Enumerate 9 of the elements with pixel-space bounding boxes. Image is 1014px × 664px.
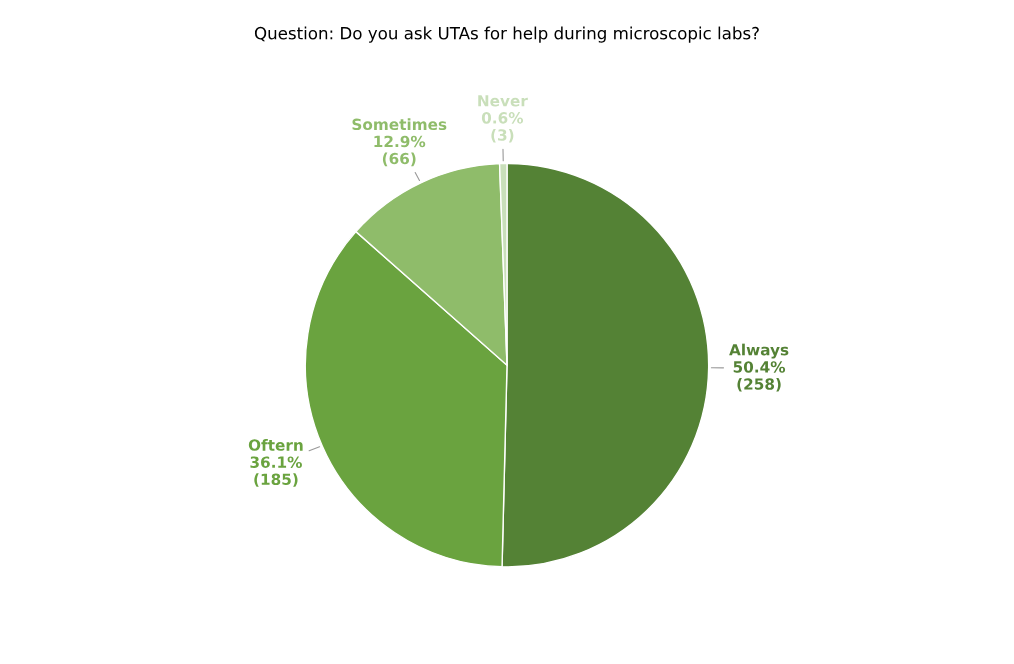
data-label: 0.6% (3) (481, 112, 524, 143)
data-label: 36.1% (185) (250, 456, 302, 487)
chart-title: Question: Do you ask UTAs for help during microscopic labs? (254, 26, 759, 43)
data-label: 12.9% (66) (374, 135, 426, 167)
slice-label: Oftern (248, 439, 303, 451)
slice-label: Sometimes (352, 118, 447, 131)
slice-label: Always (729, 343, 789, 359)
slice-label: Never (478, 95, 528, 107)
data-label: 50.4% (258) (733, 361, 786, 392)
